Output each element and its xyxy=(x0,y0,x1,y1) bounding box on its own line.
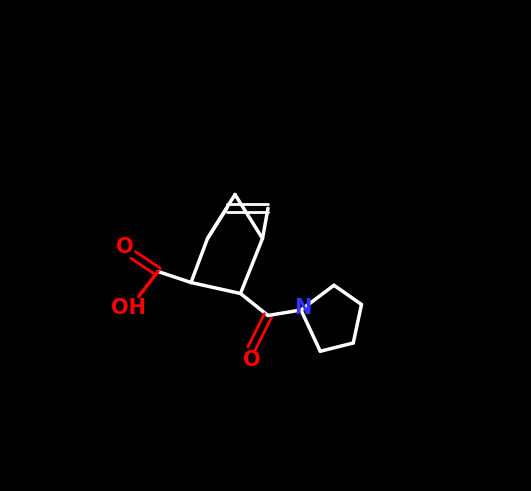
Text: O: O xyxy=(116,237,134,257)
Text: O: O xyxy=(243,351,260,371)
Text: OH: OH xyxy=(112,298,146,318)
Text: N: N xyxy=(294,298,312,318)
